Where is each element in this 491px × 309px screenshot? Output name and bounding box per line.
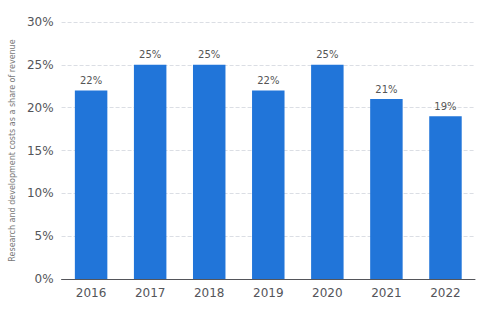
svg-text:22%: 22%: [257, 75, 279, 86]
svg-text:22%: 22%: [80, 75, 102, 86]
svg-text:2022: 2022: [430, 286, 461, 300]
svg-text:0%: 0%: [35, 272, 54, 286]
svg-text:25%: 25%: [139, 49, 161, 60]
svg-text:2018: 2018: [194, 286, 225, 300]
svg-text:10%: 10%: [27, 186, 54, 200]
svg-text:20%: 20%: [27, 101, 54, 115]
svg-text:30%: 30%: [27, 15, 54, 29]
svg-text:19%: 19%: [434, 101, 456, 112]
svg-text:2017: 2017: [135, 286, 166, 300]
svg-text:2016: 2016: [76, 286, 107, 300]
svg-text:25%: 25%: [198, 49, 220, 60]
svg-text:15%: 15%: [27, 144, 54, 158]
svg-text:2020: 2020: [312, 286, 343, 300]
svg-text:2019: 2019: [253, 286, 284, 300]
svg-text:2021: 2021: [371, 286, 402, 300]
svg-text:25%: 25%: [316, 49, 338, 60]
svg-text:25%: 25%: [27, 58, 54, 72]
svg-text:21%: 21%: [375, 84, 397, 95]
svg-text:5%: 5%: [35, 229, 54, 243]
svg-text:Research and development costs: Research and development costs as a shar…: [8, 39, 17, 261]
